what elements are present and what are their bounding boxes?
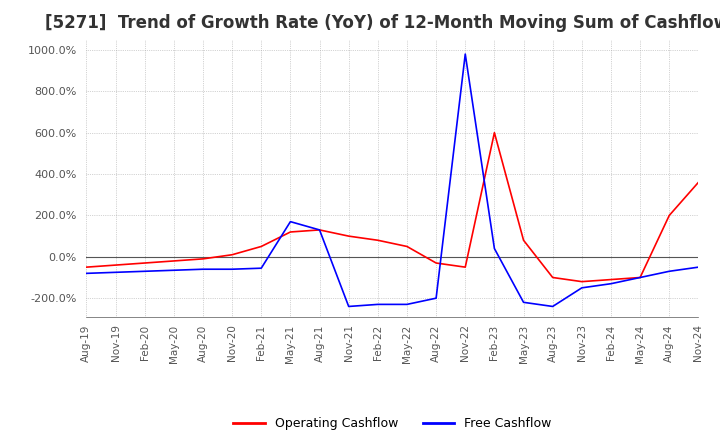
Free Cashflow [577, 285, 586, 290]
Operating Cashflow [432, 260, 441, 266]
Free Cashflow [111, 270, 120, 275]
Free Cashflow [344, 304, 353, 309]
Operating Cashflow [140, 260, 149, 266]
Operating Cashflow [344, 234, 353, 239]
Free Cashflow [257, 266, 266, 271]
Free Cashflow [432, 296, 441, 301]
Operating Cashflow [636, 275, 644, 280]
Operating Cashflow [694, 180, 703, 185]
Operating Cashflow [577, 279, 586, 284]
Free Cashflow [402, 302, 411, 307]
Operating Cashflow [169, 258, 178, 264]
Operating Cashflow [665, 213, 674, 218]
Free Cashflow [82, 271, 91, 276]
Free Cashflow [286, 219, 294, 224]
Free Cashflow [199, 267, 207, 272]
Operating Cashflow [111, 262, 120, 268]
Operating Cashflow [257, 244, 266, 249]
Free Cashflow [490, 246, 499, 251]
Operating Cashflow [519, 238, 528, 243]
Free Cashflow [665, 269, 674, 274]
Operating Cashflow [82, 264, 91, 270]
Free Cashflow [519, 300, 528, 305]
Free Cashflow [228, 267, 236, 272]
Title: [5271]  Trend of Growth Rate (YoY) of 12-Month Moving Sum of Cashflows: [5271] Trend of Growth Rate (YoY) of 12-… [45, 15, 720, 33]
Free Cashflow [461, 51, 469, 57]
Operating Cashflow [549, 275, 557, 280]
Operating Cashflow [228, 252, 236, 257]
Free Cashflow [315, 227, 324, 233]
Free Cashflow [374, 302, 382, 307]
Operating Cashflow [286, 229, 294, 235]
Free Cashflow [549, 304, 557, 309]
Operating Cashflow [490, 130, 499, 136]
Free Cashflow [607, 281, 616, 286]
Operating Cashflow [402, 244, 411, 249]
Free Cashflow [169, 268, 178, 273]
Free Cashflow [140, 269, 149, 274]
Line: Operating Cashflow: Operating Cashflow [86, 133, 698, 282]
Operating Cashflow [374, 238, 382, 243]
Free Cashflow [636, 275, 644, 280]
Operating Cashflow [315, 227, 324, 233]
Operating Cashflow [607, 277, 616, 282]
Line: Free Cashflow: Free Cashflow [86, 54, 698, 306]
Operating Cashflow [461, 264, 469, 270]
Free Cashflow [694, 264, 703, 270]
Legend: Operating Cashflow, Free Cashflow: Operating Cashflow, Free Cashflow [228, 412, 557, 435]
Operating Cashflow [199, 256, 207, 261]
